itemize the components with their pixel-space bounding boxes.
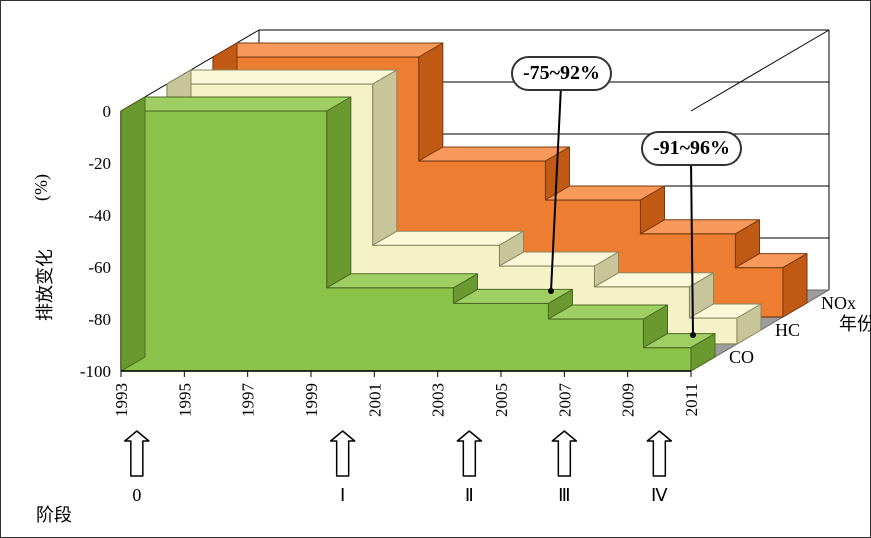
series-top-CO — [327, 274, 478, 288]
stage-label: Ⅲ — [558, 485, 570, 505]
svg-text:0: 0 — [103, 102, 112, 121]
svg-text:1999: 1999 — [302, 383, 321, 417]
svg-text:-100: -100 — [80, 362, 111, 381]
stage-label: Ⅰ — [340, 485, 345, 505]
stage-arrow-icon — [331, 431, 355, 476]
y-axis-unit: (%) — [31, 174, 52, 201]
svg-text:-60: -60 — [88, 258, 111, 277]
series-top-HC — [167, 70, 397, 84]
series-label-NOx: NOx — [821, 293, 856, 313]
svg-text:-80: -80 — [88, 310, 111, 329]
callout: -75~92% — [511, 56, 612, 91]
stage-label: Ⅳ — [651, 485, 668, 505]
svg-text:-20: -20 — [88, 154, 111, 173]
stage-label: Ⅱ — [465, 485, 474, 505]
stage-arrow-icon — [647, 431, 671, 476]
svg-text:2011: 2011 — [682, 383, 701, 416]
svg-text:-40: -40 — [88, 206, 111, 225]
stage-arrow-icon — [457, 431, 481, 476]
svg-text:1993: 1993 — [112, 383, 131, 417]
series-top-NOx — [213, 43, 443, 57]
x-axis-label: 年份 — [839, 314, 871, 334]
svg-text:2001: 2001 — [365, 383, 384, 417]
svg-text:2009: 2009 — [619, 383, 638, 417]
stage-label: 0 — [132, 485, 141, 505]
series-top-NOx — [419, 147, 570, 161]
stage-axis-label: 阶段 — [36, 501, 72, 527]
chart-container: 0 -20 -40 -60 -80 -100 NOx HC CO 1993 1995 1997 1999… — [0, 0, 871, 538]
y-axis-label: 排放变化 — [31, 249, 57, 321]
stage-arrow-icon — [552, 431, 576, 476]
callout: -91~96% — [641, 131, 742, 166]
svg-text:1995: 1995 — [175, 383, 194, 417]
series-label-CO: CO — [729, 347, 754, 367]
series-top-HC — [373, 231, 524, 245]
svg-text:2005: 2005 — [492, 383, 511, 417]
svg-text:2003: 2003 — [429, 383, 448, 417]
svg-text:2007: 2007 — [555, 383, 574, 418]
series-top-CO — [121, 97, 351, 111]
series-label-HC: HC — [775, 320, 800, 340]
stage-arrow-icon — [125, 431, 149, 476]
svg-text:1997: 1997 — [239, 383, 258, 418]
chart-svg: 0 -20 -40 -60 -80 -100 NOx HC CO 1993 1995 1997 1999… — [1, 1, 871, 538]
